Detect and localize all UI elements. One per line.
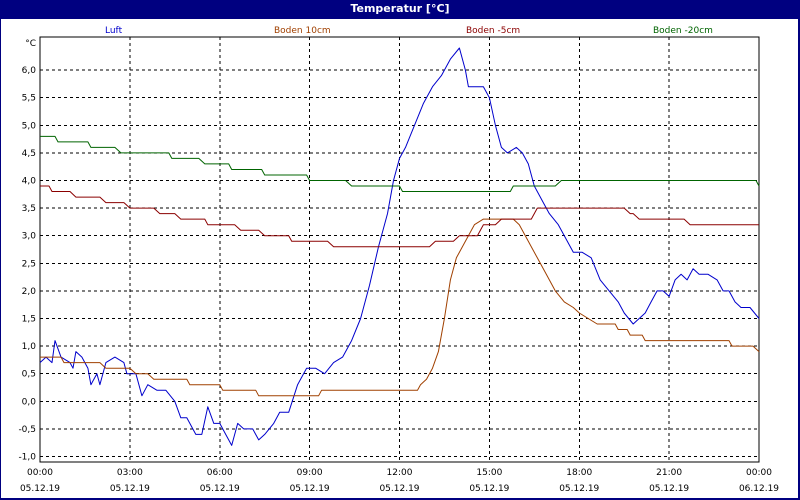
x-tick-date: 05.12.19 — [20, 484, 60, 494]
line-chart: -1,0 -0,5 0,0 0,5 1,0 1,5 2,0 2,5 3,0 3,5 4,0 4,5 5,… — [18, 36, 779, 494]
y-tick-label: 0,0 — [22, 397, 37, 407]
y-tick-label: 1,5 — [22, 314, 36, 324]
x-tick-date: 05.12.19 — [469, 484, 509, 494]
legend-boden-10cm: Boden 10cm — [274, 26, 331, 36]
x-tick-time: 12:00 — [387, 468, 413, 478]
legend-boden-20cm: Boden -20cm — [653, 26, 713, 36]
x-tick-date: 05.12.19 — [110, 484, 150, 494]
window-title: Temperatur [°C] — [350, 2, 450, 15]
y-tick-label: 3,5 — [22, 204, 36, 214]
y-tick-label: 4,0 — [22, 177, 37, 187]
legend-luft: Luft — [105, 26, 123, 36]
y-tick-label: 1,0 — [22, 342, 37, 352]
legend-boden-5cm: Boden -5cm — [466, 26, 521, 36]
y-tick-label: 6,0 — [22, 66, 37, 76]
y-tick-label: 2,5 — [22, 259, 36, 269]
x-tick-date: 05.12.19 — [290, 484, 330, 494]
x-tick-date: 05.12.19 — [379, 484, 419, 494]
x-tick-time: 00:00 — [746, 468, 772, 478]
x-tick-time: 21:00 — [656, 468, 682, 478]
x-tick-date: 05.12.19 — [200, 484, 240, 494]
y-tick-label: 3,0 — [22, 232, 37, 242]
y-tick-label: -0,5 — [18, 425, 36, 435]
x-tick-time: 15:00 — [476, 468, 502, 478]
y-tick-label: 5,0 — [22, 121, 37, 131]
x-tick-time: 03:00 — [117, 468, 143, 478]
y-tick-label: 4,5 — [22, 149, 36, 159]
series-line-boden-10cm — [40, 218, 760, 397]
series-line-boden-20cm — [40, 135, 760, 192]
chart-area: Luft Boden 10cm Boden -5cm Boden -20cm -… — [1, 19, 798, 498]
y-tick-label: 0,5 — [22, 370, 36, 380]
y-axis-label: °C — [25, 39, 36, 49]
y-tick-label: 2,0 — [22, 287, 37, 297]
plot-frame — [39, 36, 760, 463]
x-tick-time: 06:00 — [207, 468, 233, 478]
x-tick-time: 18:00 — [566, 468, 592, 478]
y-tick-label: -1,0 — [18, 452, 36, 462]
x-tick-time: 00:00 — [27, 468, 53, 478]
x-tick-time: 09:00 — [297, 468, 323, 478]
x-tick-date: 06.12.19 — [739, 484, 779, 494]
x-tick-date: 05.12.19 — [559, 484, 599, 494]
x-tick-date: 05.12.19 — [649, 484, 689, 494]
y-tick-label: 5,5 — [22, 94, 36, 104]
series-line-boden-5cm — [40, 185, 759, 248]
